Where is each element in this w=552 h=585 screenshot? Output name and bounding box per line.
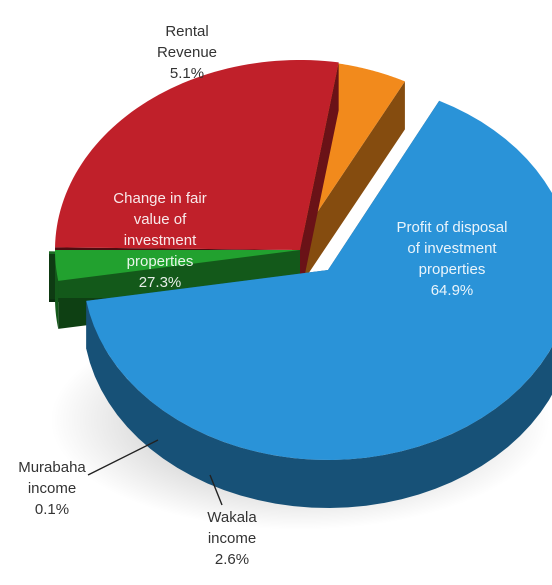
slice-label-line: Change in fair: [113, 190, 206, 207]
slice-label-wakala: Wakala income 2.6%: [207, 509, 257, 568]
slice-label-line: Rental: [165, 23, 208, 40]
slice-label-line: 5.1%: [170, 65, 204, 82]
slice-label-fairvalue: Change in fair value of investment properti…: [113, 190, 206, 291]
slice-top-profit: [86, 100, 552, 460]
pie-slice-profit: [86, 100, 552, 508]
slice-label-line: properties: [419, 261, 486, 278]
slice-wall-wakala: [55, 250, 59, 329]
slice-label-line: Revenue: [157, 44, 217, 61]
slice-label-line: value of: [134, 211, 187, 228]
slice-label-line: Wakala: [207, 509, 257, 526]
leader-line-wakala: [209, 474, 223, 506]
slice-label-line: Profit of disposal: [397, 219, 508, 236]
slice-label-rental: Rental Revenue 5.1%: [157, 23, 217, 82]
slice-label-profit: Profit of disposal of investment propertie…: [397, 219, 508, 299]
labels-layer: Profit of disposal of investment propertie…: [18, 23, 507, 568]
slice-top-rental: [292, 62, 405, 250]
slice-side-rental-1: [292, 81, 405, 298]
slice-top-fairvalue: [55, 60, 339, 250]
slice-label-line: income: [28, 480, 76, 497]
slice-label-line: 27.3%: [139, 274, 182, 291]
slice-label-line: 2.6%: [215, 551, 249, 568]
slice-label-line: of investment: [407, 240, 497, 257]
slices-layer: [49, 60, 552, 508]
slice-wall-profit: [86, 300, 552, 508]
slice-label-line: 64.9%: [431, 282, 474, 299]
leader-line-murabaha: [87, 439, 159, 476]
slice-side-fairvalue-1: [300, 62, 339, 299]
slice-label-line: Murabaha: [18, 459, 86, 476]
slice-top-wakala: [55, 250, 300, 281]
slice-label-murabaha: Murabaha income 0.1%: [18, 459, 86, 518]
slice-label-line: investment: [124, 232, 197, 249]
slice-label-line: properties: [127, 253, 194, 270]
slice-label-line: 0.1%: [35, 501, 69, 518]
slice-label-line: income: [208, 530, 256, 547]
